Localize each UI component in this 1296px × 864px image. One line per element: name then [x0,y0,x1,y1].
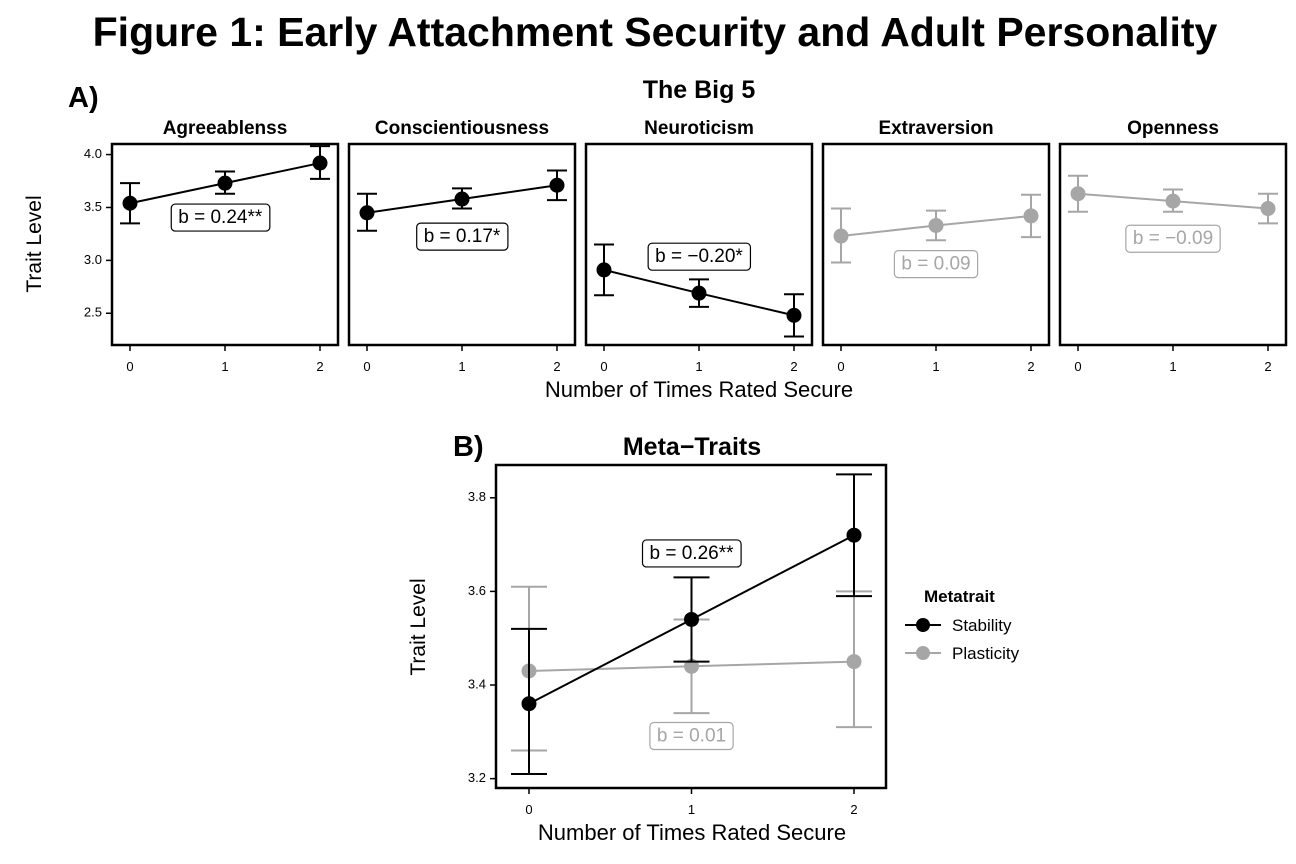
openness-annotation: b = −0.09 [1133,228,1213,249]
series-plasticity-point [846,654,862,670]
panel-a-facets: Agreeablenss 0 1 2 2.5 3.0 3.5 4.0 b = 0.24** Con… [84,118,1288,374]
y-tick-label: 3.4 [468,676,486,691]
agreeablenss-annotation: b = 0.24** [178,207,263,228]
x-tick-label: 1 [458,359,465,374]
legend-item-stability: Stability [905,616,1012,635]
facet-frame [821,142,1051,347]
openness-point [1070,186,1086,202]
extraversion-annotation-box [893,250,979,279]
openness-annotation-box [1125,224,1221,253]
y-tick-label: 2.5 [84,305,102,320]
conscientiousness-point [359,205,375,221]
neuroticism-annotation-box [647,242,752,271]
x-tick-label: 1 [1169,359,1176,374]
facet-title: Extraversion [878,118,993,139]
series-stability-point [846,527,862,543]
openness-point [1165,193,1181,209]
x-tick-label: 0 [600,359,607,374]
facet-openness: Openness 0 1 2 b = −0.09 [1058,118,1288,374]
legend-item-plasticity: Plasticity [905,644,1020,663]
agreeablenss-annotation-box [170,203,271,232]
y-tick-label: 3.6 [468,583,486,598]
panel-b-x-axis-label: Number of Times Rated Secure [538,820,846,845]
legend-plasticity-marker [916,646,930,660]
facet-title: Neuroticism [644,118,754,139]
extraversion-point [1023,208,1039,224]
facet-conscientiousness: Conscientiousness 0 1 2 b = 0.17* [347,118,577,374]
series-stability-point [684,611,699,627]
openness-point [1260,201,1276,217]
extraversion-point [928,217,944,233]
extraversion-annotation: b = 0.09 [901,254,970,275]
neuroticism-point [691,285,707,301]
legend-stability-label: Stability [952,616,1012,635]
x-tick-label: 2 [316,359,323,374]
facet-extraversion: Extraversion 0 1 2 b = 0.09 [821,118,1051,374]
panel-b-y-axis-label: Trait Level [407,578,430,675]
neuroticism-point [786,307,802,323]
conscientiousness-annotation-box [416,222,509,251]
x-tick-label: 1 [932,359,939,374]
conscientiousness-point [454,191,470,207]
x-tick-label: 0 [363,359,370,374]
legend-title: Metatrait [924,587,995,606]
facet-neuroticism: Neuroticism 0 1 2 b = −0.20* [584,118,814,374]
x-tick-label: 0 [126,359,133,374]
series-stability-point [521,696,537,712]
x-tick-label: 0 [525,802,532,817]
x-tick-label: 2 [790,359,797,374]
y-tick-label: 3.2 [468,770,486,785]
x-tick-label: 2 [1264,359,1271,374]
extraversion-point [833,228,849,244]
panel-b-plot: 0 1 2 3.2 3.4 3.6 3.8 b = 0.26** b = 0.01 [468,463,888,817]
y-tick-label: 3.8 [468,489,486,504]
panel-a-x-axis-label: Number of Times Rated Secure [545,377,853,402]
series-stability-annotation-box [641,539,742,568]
x-tick-label: 1 [695,359,702,374]
neuroticism-annotation: b = −0.20* [655,246,743,267]
panel-a-title: The Big 5 [643,76,756,104]
y-tick-label: 3.5 [84,199,102,214]
legend-stability-marker [916,618,930,632]
x-tick-label: 0 [1074,359,1081,374]
x-tick-label: 2 [850,802,857,817]
series-plasticity-annotation-box [649,721,734,751]
x-tick-label: 2 [1027,359,1034,374]
x-tick-label: 1 [221,359,228,374]
facet-agreeablenss: Agreeablenss 0 1 2 2.5 3.0 3.5 4.0 b = 0.24** [84,118,340,374]
y-tick-label: 3.0 [84,252,102,267]
facet-title: Agreeablenss [163,118,288,139]
x-tick-label: 0 [837,359,844,374]
panel-a-y-axis-label: Trait Level [23,195,46,292]
agreeablenss-point [122,195,138,211]
conscientiousness-annotation: b = 0.17* [424,226,501,247]
agreeablenss-point [217,175,233,191]
facet-title: Openness [1127,118,1219,139]
legend: Metatrait Stability Plasticity [905,587,1020,663]
x-tick-label: 2 [553,359,560,374]
agreeablenss-point [312,155,328,171]
series-stability-annotation: b = 0.26** [650,543,735,564]
panel-a-label: A) [68,82,99,114]
x-tick-label: 1 [688,802,695,817]
panel-b-label: B) [453,431,484,463]
series-plasticity-annotation: b = 0.01 [657,726,726,747]
facet-title: Conscientiousness [375,118,549,139]
y-tick-label: 4.0 [84,146,102,161]
figure-title: Figure 1: Early Attachment Security and … [93,9,1218,55]
neuroticism-point [596,262,612,278]
legend-plasticity-label: Plasticity [952,644,1020,663]
panel-b-title: Meta−Traits [623,433,761,461]
conscientiousness-point [549,177,565,193]
